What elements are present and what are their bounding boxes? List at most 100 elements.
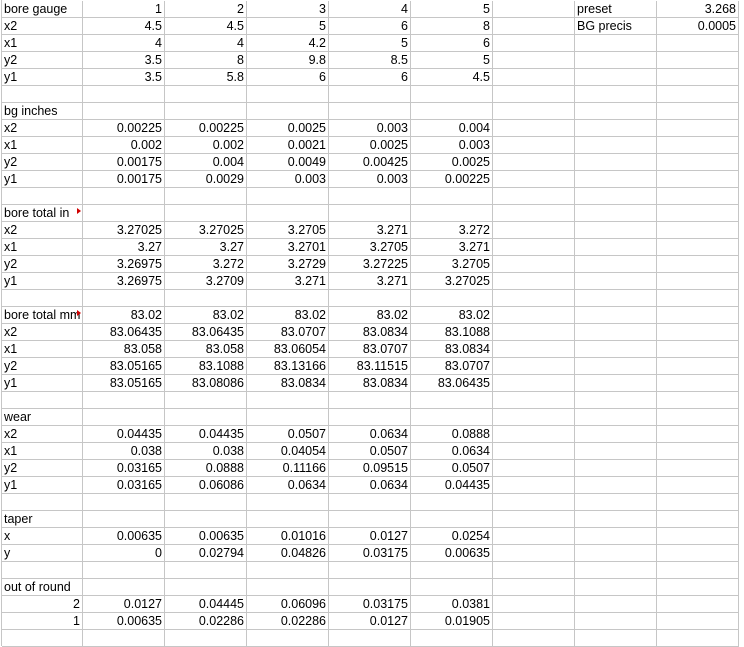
cell[interactable]: 5 [411,52,493,69]
cell[interactable] [493,579,575,596]
cell[interactable] [247,103,329,120]
cell[interactable] [575,511,657,528]
cell[interactable] [657,579,739,596]
cell[interactable]: 83.05165 [83,375,165,392]
cell[interactable] [657,205,739,222]
cell[interactable] [575,545,657,562]
cell[interactable]: 3.272 [165,256,247,273]
cell[interactable]: x1 [2,443,83,460]
cell[interactable]: 83.06435 [83,324,165,341]
cell[interactable]: y1 [2,171,83,188]
cell[interactable] [657,120,739,137]
cell[interactable] [575,341,657,358]
cell[interactable] [493,630,575,647]
cell[interactable]: x1 [2,137,83,154]
cell[interactable] [657,477,739,494]
cell[interactable]: 6 [329,69,411,86]
cell[interactable] [493,460,575,477]
cell[interactable]: 83.05165 [83,358,165,375]
cell[interactable]: 3.2729 [247,256,329,273]
cell[interactable]: 9.8 [247,52,329,69]
cell[interactable]: 0.04445 [165,596,247,613]
cell[interactable]: 0.0381 [411,596,493,613]
cell[interactable]: 0.01016 [247,528,329,545]
cell[interactable] [657,596,739,613]
cell[interactable] [575,103,657,120]
cell[interactable] [657,290,739,307]
cell[interactable] [411,188,493,205]
cell[interactable] [493,375,575,392]
cell[interactable] [83,392,165,409]
cell[interactable] [575,290,657,307]
cell[interactable]: 0.00175 [83,171,165,188]
cell[interactable] [329,494,411,511]
cell[interactable] [493,205,575,222]
cell[interactable]: 0.0021 [247,137,329,154]
cell[interactable]: 0.0634 [247,477,329,494]
cell[interactable] [493,341,575,358]
cell[interactable] [247,579,329,596]
cell[interactable]: 0.0888 [411,426,493,443]
cell[interactable]: 0.0507 [247,426,329,443]
cell[interactable] [657,239,739,256]
cell[interactable]: 0.004 [411,120,493,137]
cell[interactable]: 0.06096 [247,596,329,613]
cell[interactable]: 83.1088 [411,324,493,341]
cell[interactable] [575,426,657,443]
cell[interactable] [2,562,83,579]
cell[interactable]: 0.04435 [83,426,165,443]
cell[interactable]: 3.2705 [247,222,329,239]
cell[interactable]: 3.2705 [329,239,411,256]
cell[interactable] [165,494,247,511]
cell[interactable] [493,596,575,613]
cell[interactable] [493,103,575,120]
cell[interactable]: y1 [2,69,83,86]
cell[interactable]: 1 [83,1,165,18]
cell[interactable] [575,222,657,239]
cell[interactable]: 3.5 [83,52,165,69]
cell[interactable]: 83.02 [83,307,165,324]
cell[interactable] [657,154,739,171]
cell[interactable] [575,256,657,273]
cell[interactable] [165,562,247,579]
cell[interactable]: 3.26975 [83,256,165,273]
cell[interactable]: 4.5 [83,18,165,35]
cell[interactable]: BG precis [575,18,657,35]
cell[interactable]: 0.0025 [329,137,411,154]
cell[interactable] [575,154,657,171]
cell[interactable]: 0.0025 [247,120,329,137]
cell[interactable] [657,630,739,647]
cell[interactable]: 83.02 [329,307,411,324]
cell[interactable]: 0.00635 [83,613,165,630]
cell[interactable] [575,392,657,409]
cell[interactable]: 83.08086 [165,375,247,392]
cell[interactable] [329,562,411,579]
cell[interactable]: x1 [2,239,83,256]
cell[interactable]: y2 [2,460,83,477]
cell[interactable] [493,409,575,426]
cell[interactable]: 0.06086 [165,477,247,494]
cell[interactable] [165,630,247,647]
cell[interactable]: 3.27025 [165,222,247,239]
cell[interactable]: 0.03175 [329,596,411,613]
cell[interactable] [575,273,657,290]
cell[interactable]: 83.06435 [165,324,247,341]
cell[interactable] [493,86,575,103]
cell[interactable] [493,154,575,171]
cell[interactable]: 3.268 [657,1,739,18]
cell[interactable]: 83.13166 [247,358,329,375]
cell[interactable] [247,290,329,307]
cell[interactable]: 83.11515 [329,358,411,375]
cell[interactable]: 0.004 [165,154,247,171]
cell[interactable] [247,562,329,579]
cell[interactable] [575,239,657,256]
cell[interactable] [657,494,739,511]
cell[interactable]: 0.003 [247,171,329,188]
cell[interactable]: bg inches [2,103,83,120]
cell[interactable] [575,494,657,511]
cell[interactable]: y1 [2,375,83,392]
cell[interactable]: 0.02794 [165,545,247,562]
cell[interactable]: 83.0834 [329,324,411,341]
cell[interactable]: 0.04435 [165,426,247,443]
cell[interactable]: 83.02 [247,307,329,324]
